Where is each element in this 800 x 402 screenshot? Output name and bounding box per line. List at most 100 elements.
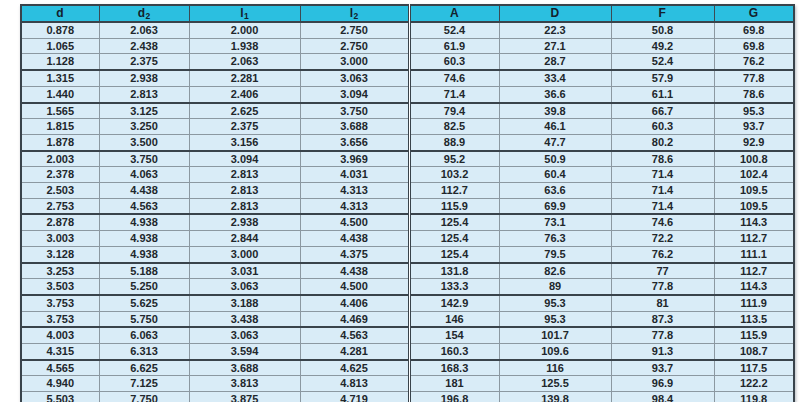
- table-cell: 112.7: [714, 263, 794, 279]
- table-cell: 2.063: [189, 54, 300, 70]
- table-cell: 22.3: [499, 22, 611, 38]
- table-cell: 61.9: [409, 38, 499, 54]
- table-cell: 5.188: [99, 263, 189, 279]
- table-cell: 3.753: [21, 295, 99, 311]
- table-cell: 1.565: [21, 103, 99, 119]
- table-cell: 112.7: [714, 231, 794, 247]
- table-row: 1.1282.3752.0633.00060.328.752.476.2: [21, 54, 794, 70]
- header-label: G: [749, 6, 758, 20]
- table-cell: 125.4: [409, 246, 499, 262]
- table-row: 4.0036.0633.0634.563154101.777.8115.9: [21, 327, 794, 343]
- table-cell: 95.3: [499, 295, 611, 311]
- table-cell: 2.375: [189, 119, 300, 135]
- table-cell: 4.500: [300, 279, 409, 295]
- table-cell: 2.406: [189, 86, 300, 102]
- table-cell: 69.9: [499, 198, 611, 214]
- table-cell: 79.4: [409, 103, 499, 119]
- table-cell: 2.750: [300, 38, 409, 54]
- table-cell: 101.7: [499, 327, 611, 343]
- table-cell: 60.4: [499, 167, 611, 183]
- table-cell: 33.4: [499, 70, 611, 86]
- table-cell: 3.063: [189, 279, 300, 295]
- table-cell: 4.719: [300, 392, 409, 402]
- table-cell: 4.438: [99, 183, 189, 199]
- table-row: 3.1284.9383.0004.375125.479.576.2111.1: [21, 246, 794, 262]
- table-cell: 4.438: [300, 263, 409, 279]
- table-cell: 112.7: [409, 183, 499, 199]
- table-cell: 76.2: [714, 54, 794, 70]
- table-cell: 4.313: [300, 198, 409, 214]
- table-row: 3.2535.1883.0314.438131.882.677112.7: [21, 263, 794, 279]
- table-row: 4.5656.6253.6884.625168.311693.7117.5: [21, 360, 794, 376]
- table-cell: 50.9: [499, 151, 611, 167]
- table-cell: 139.8: [499, 392, 611, 402]
- column-header-F: F: [611, 5, 714, 22]
- header-label: F: [659, 6, 666, 20]
- table-cell: 76.3: [499, 231, 611, 247]
- table-cell: 142.9: [409, 295, 499, 311]
- table-cell: 115.9: [714, 327, 794, 343]
- table-cell: 92.9: [714, 134, 794, 150]
- table-cell: 96.9: [611, 376, 714, 392]
- table-row: 3.7535.6253.1884.406142.995.381111.9: [21, 295, 794, 311]
- table-cell: 4.031: [300, 167, 409, 183]
- table-cell: 2.063: [99, 22, 189, 38]
- table-cell: 2.753: [21, 198, 99, 214]
- table-cell: 72.2: [611, 231, 714, 247]
- table-cell: 66.7: [611, 103, 714, 119]
- table-cell: 7.750: [99, 392, 189, 402]
- table-cell: 77.8: [611, 327, 714, 343]
- table-cell: 71.4: [611, 198, 714, 214]
- table-cell: 5.503: [21, 392, 99, 402]
- table-cell: 114.3: [714, 214, 794, 230]
- table-cell: 3.656: [300, 134, 409, 150]
- table-cell: 109.5: [714, 183, 794, 199]
- table-cell: 3.688: [300, 119, 409, 135]
- table-row: 3.5035.2503.0634.500133.38977.8114.3: [21, 279, 794, 295]
- table-cell: 46.1: [499, 119, 611, 135]
- table-cell: 27.1: [499, 38, 611, 54]
- table-cell: 3.503: [21, 279, 99, 295]
- header-subscript: 1: [244, 11, 249, 21]
- table-row: 1.5653.1252.6253.75079.439.866.795.3: [21, 103, 794, 119]
- header-row: dd2l1l2ADFG: [21, 5, 794, 22]
- table-cell: 113.5: [714, 311, 794, 327]
- table-cell: 69.8: [714, 38, 794, 54]
- dimensions-table: dd2l1l2ADFG 0.8782.0632.0002.75052.422.3…: [20, 4, 795, 402]
- table-cell: 154: [409, 327, 499, 343]
- table-cell: 82.5: [409, 119, 499, 135]
- table-cell: 82.6: [499, 263, 611, 279]
- table-cell: 196.8: [409, 392, 499, 402]
- table-cell: 4.315: [21, 344, 99, 360]
- table-row: 5.5037.7503.8754.719196.8139.898.4119.8: [21, 392, 794, 402]
- table-cell: 78.6: [714, 86, 794, 102]
- table-row: 1.0652.4381.9382.75061.927.149.269.8: [21, 38, 794, 54]
- table-cell: 6.313: [99, 344, 189, 360]
- table-cell: 2.003: [21, 151, 99, 167]
- table-cell: 4.063: [99, 167, 189, 183]
- table-cell: 71.4: [611, 167, 714, 183]
- table-cell: 1.938: [189, 38, 300, 54]
- table-cell: 98.4: [611, 392, 714, 402]
- table-cell: 80.2: [611, 134, 714, 150]
- table-cell: 77.8: [611, 279, 714, 295]
- table-cell: 3.094: [189, 151, 300, 167]
- table-cell: 69.8: [714, 22, 794, 38]
- table-cell: 109.5: [714, 198, 794, 214]
- column-header-G: G: [714, 5, 794, 22]
- column-header-d: d: [21, 5, 99, 22]
- table-cell: 3.875: [189, 392, 300, 402]
- table-cell: 77.8: [714, 70, 794, 86]
- table-cell: 2.938: [189, 214, 300, 230]
- table-cell: 0.878: [21, 22, 99, 38]
- table-body: 0.8782.0632.0002.75052.422.350.869.81.06…: [21, 22, 794, 402]
- table-cell: 71.4: [611, 183, 714, 199]
- table-cell: 5.750: [99, 311, 189, 327]
- table-row: 1.8783.5003.1563.65688.947.780.292.9: [21, 134, 794, 150]
- table-cell: 2.938: [99, 70, 189, 86]
- table-cell: 1.128: [21, 54, 99, 70]
- table-cell: 2.000: [189, 22, 300, 38]
- table-cell: 74.6: [409, 70, 499, 86]
- table-cell: 3.750: [99, 151, 189, 167]
- table-cell: 4.563: [300, 327, 409, 343]
